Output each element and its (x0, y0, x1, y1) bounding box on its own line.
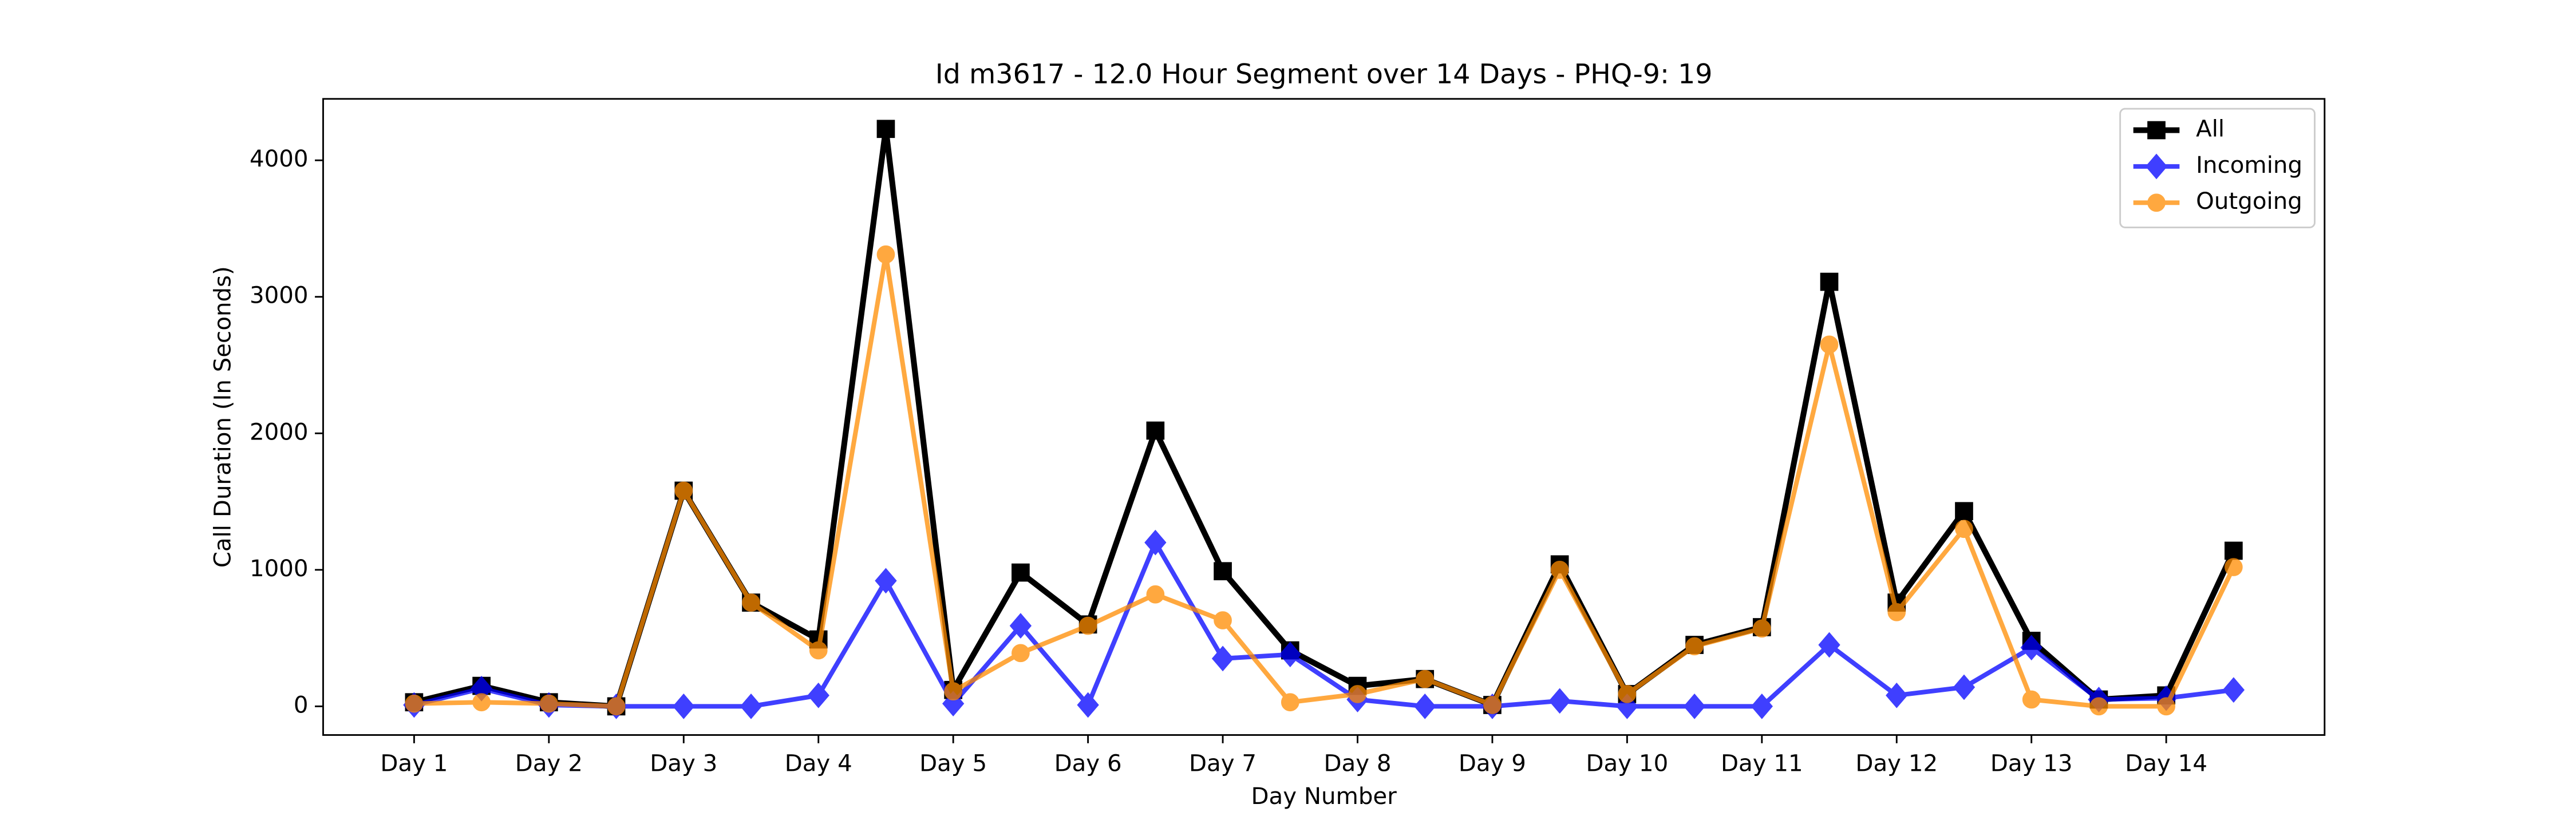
marker (875, 568, 897, 594)
marker (1078, 616, 1097, 635)
x-tick-label: Day 5 (919, 750, 987, 777)
chart-title: Id m3617 - 12.0 Hour Segment over 14 Day… (935, 58, 1713, 90)
marker (1618, 685, 1637, 703)
marker (876, 120, 895, 138)
marker (1820, 335, 1839, 354)
marker (1214, 562, 1232, 581)
x-tick-label: Day 14 (2125, 750, 2207, 777)
series-line (414, 252, 2236, 709)
marker (942, 691, 965, 716)
marker (674, 481, 693, 500)
marker (2157, 697, 2175, 716)
marker (2145, 153, 2168, 180)
marker (2022, 690, 2041, 709)
x-tick-label: Day 10 (1586, 750, 1669, 777)
marker (2225, 558, 2243, 576)
x-tick-label: Day 8 (1323, 750, 1391, 777)
y-tick-label: 0 (294, 691, 309, 718)
x-tick-label: Day 6 (1054, 750, 1122, 777)
marker (1953, 674, 1976, 700)
legend-label: Outgoing (2196, 188, 2302, 215)
plot-frame (322, 98, 2326, 736)
marker (1009, 613, 1032, 639)
marker (540, 694, 558, 713)
y-tick-label: 2000 (250, 418, 309, 445)
marker (1214, 611, 1232, 629)
x-tick-label: Day 4 (785, 750, 852, 777)
x-tick-label: Day 1 (380, 750, 448, 777)
x-tick-label: Day 2 (515, 750, 583, 777)
marker (740, 694, 762, 719)
marker (1281, 693, 1299, 712)
marker (405, 694, 424, 713)
legend-entry (2133, 121, 2180, 140)
marker (2147, 193, 2166, 212)
marker (1955, 520, 1973, 538)
y-tick-label: 4000 (250, 145, 309, 172)
marker (1550, 560, 1569, 579)
x-tick-label: Day 11 (1721, 750, 1803, 777)
marker (2225, 541, 2243, 560)
marker (1685, 637, 1704, 656)
marker (607, 697, 626, 716)
x-axis-label: Day Number (1251, 783, 1397, 810)
marker (2147, 121, 2166, 140)
marker (1012, 563, 1030, 582)
marker (673, 694, 695, 719)
x-tick-label: Day 7 (1189, 750, 1257, 777)
marker (809, 641, 828, 660)
y-axis-label: Call Duration (In Seconds) (210, 266, 236, 568)
legend-box (2119, 108, 2316, 228)
marker (1887, 603, 1906, 621)
marker (1348, 685, 1367, 703)
series (405, 245, 2243, 716)
marker (1886, 682, 1908, 708)
y-tick-label: 1000 (250, 555, 309, 582)
marker (1751, 694, 1773, 719)
marker (1818, 632, 1840, 658)
legend-entry (2133, 153, 2180, 180)
marker (1483, 696, 1502, 714)
marker (1012, 644, 1030, 663)
x-tick-label: Day 12 (1855, 750, 1938, 777)
x-tick-label: Day 13 (1990, 750, 2073, 777)
y-tick-label: 3000 (250, 282, 309, 309)
marker (1146, 585, 1165, 604)
marker (1955, 502, 1973, 521)
legend: All Incoming Outgoing (2119, 108, 2316, 228)
marker (2222, 677, 2245, 703)
marker (1548, 688, 1571, 714)
marker (1279, 641, 1301, 668)
marker (1077, 692, 1099, 718)
x-tick-label: Day 9 (1459, 750, 1526, 777)
marker (742, 593, 760, 612)
marker (2089, 697, 2108, 716)
legend-label: Incoming (2196, 152, 2302, 179)
legend-entry (2133, 193, 2180, 212)
marker (1211, 645, 1234, 672)
marker (472, 693, 491, 712)
series-line (413, 540, 2234, 709)
marker (1683, 694, 1706, 719)
legend-label: All (2196, 116, 2225, 142)
marker (944, 682, 963, 700)
marker (807, 682, 829, 708)
marker (1414, 694, 1436, 719)
marker (1144, 529, 1167, 556)
marker (1820, 272, 1839, 291)
marker (876, 245, 895, 264)
marker (2020, 635, 2042, 661)
marker (1416, 670, 1435, 688)
marker (1752, 619, 1771, 638)
marker (1146, 421, 1165, 440)
x-tick-label: Day 3 (650, 750, 717, 777)
